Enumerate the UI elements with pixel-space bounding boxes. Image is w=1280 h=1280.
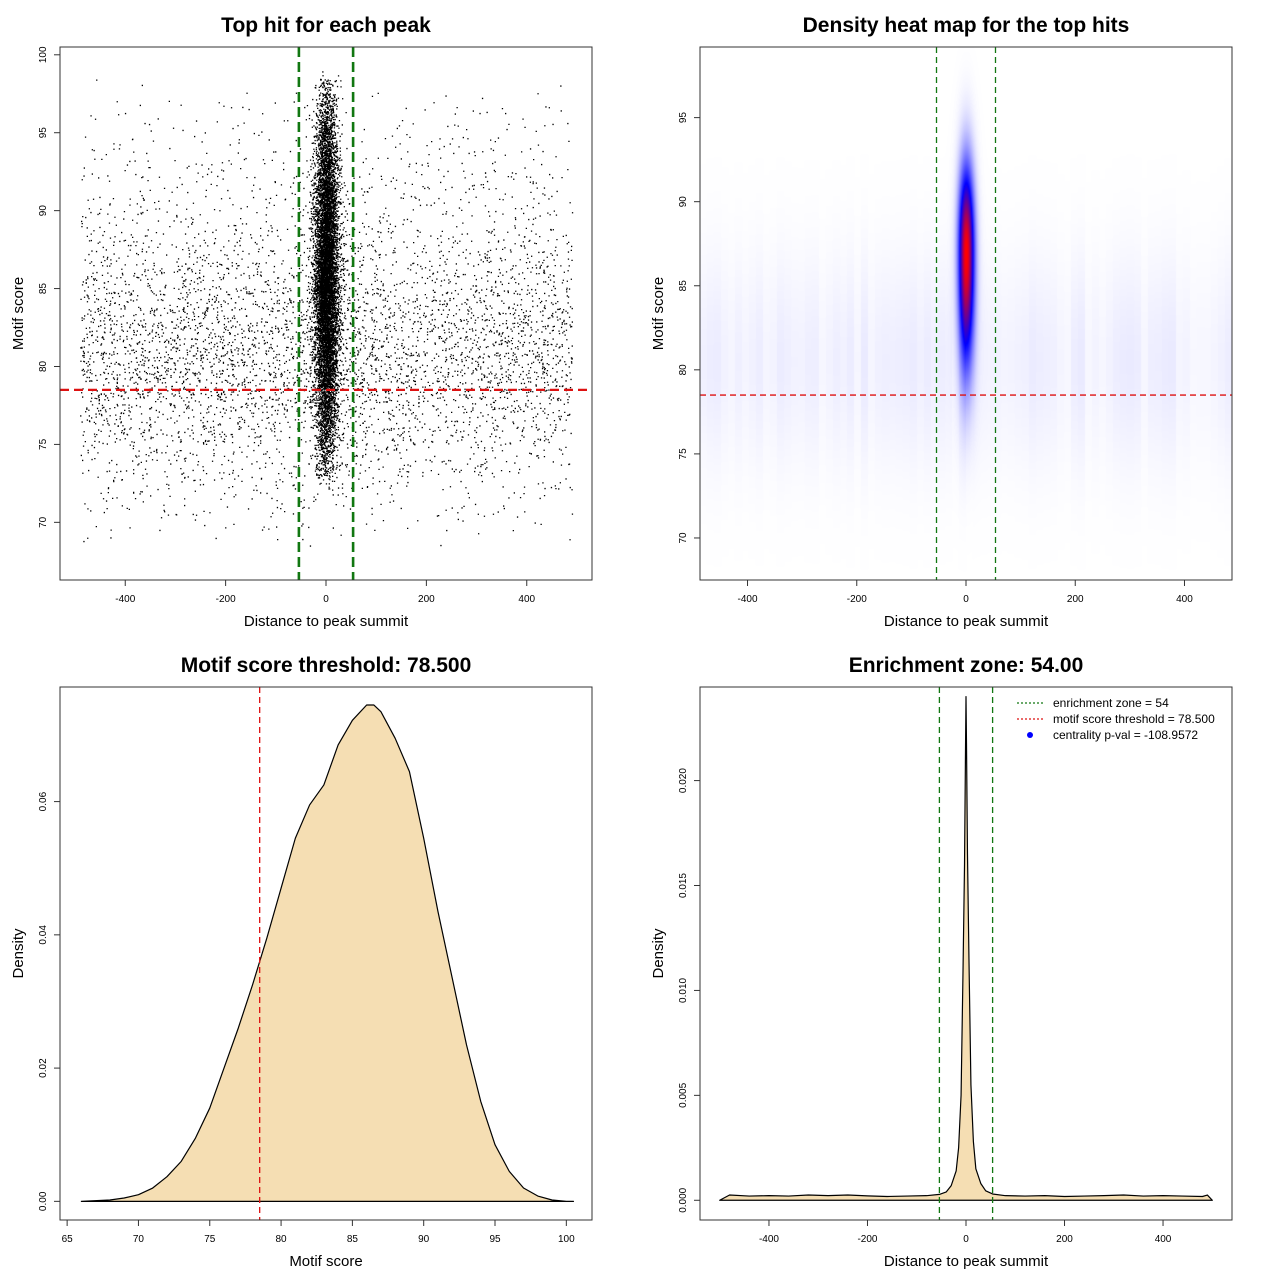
plot-frame (59, 686, 593, 1221)
legend-item: motif score threshold = 78.500 (1017, 712, 1215, 726)
chart-title: Top hit for each peak (221, 14, 431, 37)
x-tick-label: 200 (1067, 594, 1084, 605)
x-tick-label: -200 (216, 594, 236, 605)
y-tick-label: 0.010 (678, 977, 689, 1002)
panel-scatter: Top hit for each peak Distance to peak su… (10, 14, 593, 630)
x-axis: -400 -200 0 200 400 (738, 580, 1193, 605)
y-tick-label: 0.005 (678, 1082, 689, 1107)
y-axis-label: Density (10, 928, 27, 979)
y-tick-label: 0.04 (38, 925, 49, 945)
y-axis-label: Motif score (10, 277, 27, 350)
panels: Top hit for each peak Distance to peak su… (10, 14, 1233, 1270)
heatmap-canvas (700, 47, 1232, 580)
x-tick-label: 200 (1056, 1234, 1073, 1245)
x-axis: -400 -200 0 200 400 (115, 580, 536, 605)
legend-dot-icon (1027, 732, 1033, 738)
y-tick-label: 90 (38, 205, 49, 217)
y-axis: 70 75 80 85 90 95 (678, 112, 700, 544)
chart-title: Density heat map for the top hits (803, 14, 1130, 37)
chart-title: Enrichment zone: 54.00 (849, 654, 1084, 677)
plot-area (80, 687, 575, 1220)
y-tick-label: 0.015 (678, 873, 689, 898)
y-tick-label: 75 (678, 448, 689, 460)
x-tick-label: -400 (759, 1234, 779, 1245)
x-tick-label: 0 (963, 594, 969, 605)
plot-area (719, 687, 1213, 1220)
heatmap-image (700, 47, 1232, 580)
x-tick-label: 75 (204, 1234, 216, 1245)
x-tick-label: 85 (347, 1234, 359, 1245)
y-tick-label: 75 (38, 438, 49, 450)
density-area (80, 704, 575, 1202)
plot-area (60, 47, 592, 580)
x-tick-label: 0 (963, 1234, 969, 1245)
panel-heatmap: Density heat map for the top hits Distanc… (650, 14, 1233, 630)
x-tick-label: 400 (518, 594, 535, 605)
y-tick-label: 80 (678, 364, 689, 376)
y-tick-label: 85 (38, 283, 49, 295)
panel-distance-density: Enrichment zone: 54.00 Distance to peak s… (650, 654, 1233, 1270)
legend-label: motif score threshold = 78.500 (1053, 712, 1215, 726)
x-axis-label: Distance to peak summit (884, 1253, 1049, 1270)
x-axis: -400 -200 0 200 400 (759, 1220, 1172, 1245)
y-tick-label: 0.00 (38, 1191, 49, 1211)
y-tick-label: 0.02 (38, 1058, 49, 1078)
x-axis-label: Distance to peak summit (244, 613, 409, 630)
y-tick-label: 100 (38, 46, 49, 63)
y-tick-label: 95 (38, 127, 49, 139)
x-tick-label: -200 (847, 594, 867, 605)
y-axis: 0.000 0.005 0.010 0.015 0.020 (678, 768, 700, 1213)
y-tick-label: 85 (678, 280, 689, 292)
x-tick-label: 100 (558, 1234, 575, 1245)
x-tick-label: -400 (738, 594, 758, 605)
x-tick-label: 200 (418, 594, 435, 605)
plot-area (700, 47, 1232, 580)
y-axis: 0.00 0.02 0.04 0.06 (38, 791, 60, 1211)
y-axis: 70 75 80 85 90 95 100 (38, 46, 60, 528)
x-tick-label: 400 (1176, 594, 1193, 605)
y-tick-label: 90 (678, 196, 689, 208)
x-tick-label: 400 (1155, 1234, 1172, 1245)
y-tick-label: 70 (38, 516, 49, 528)
legend-item: enrichment zone = 54 (1017, 696, 1169, 710)
x-axis-label: Motif score (289, 1253, 362, 1270)
x-axis: 65 70 75 80 85 90 95 100 (62, 1220, 575, 1245)
legend: enrichment zone = 54 motif score threshol… (1017, 696, 1215, 742)
x-tick-label: 0 (323, 594, 329, 605)
x-tick-label: -200 (857, 1234, 877, 1245)
y-tick-label: 80 (38, 360, 49, 372)
panel-score-density: Motif score threshold: 78.500 Motif score… (10, 654, 593, 1270)
y-tick-label: 0.020 (678, 768, 689, 793)
y-axis-label: Density (650, 928, 667, 979)
chart-title: Motif score threshold: 78.500 (181, 654, 472, 677)
y-tick-label: 70 (678, 532, 689, 544)
x-tick-label: 95 (489, 1234, 501, 1245)
legend-label: centrality p-val = -108.9572 (1053, 728, 1198, 742)
x-tick-label: 65 (62, 1234, 74, 1245)
y-tick-label: 0.000 (678, 1187, 689, 1212)
y-axis-label: Motif score (650, 277, 667, 350)
legend-item: centrality p-val = -108.9572 (1027, 728, 1198, 742)
y-tick-label: 0.06 (38, 791, 49, 811)
x-tick-label: 70 (133, 1234, 145, 1245)
x-tick-label: -400 (115, 594, 135, 605)
x-tick-label: 80 (276, 1234, 288, 1245)
x-tick-label: 90 (418, 1234, 430, 1245)
central-cluster-points (303, 71, 351, 491)
density-area (719, 696, 1213, 1201)
legend-label: enrichment zone = 54 (1053, 696, 1169, 710)
x-axis-label: Distance to peak summit (884, 613, 1049, 630)
y-tick-label: 95 (678, 112, 689, 124)
